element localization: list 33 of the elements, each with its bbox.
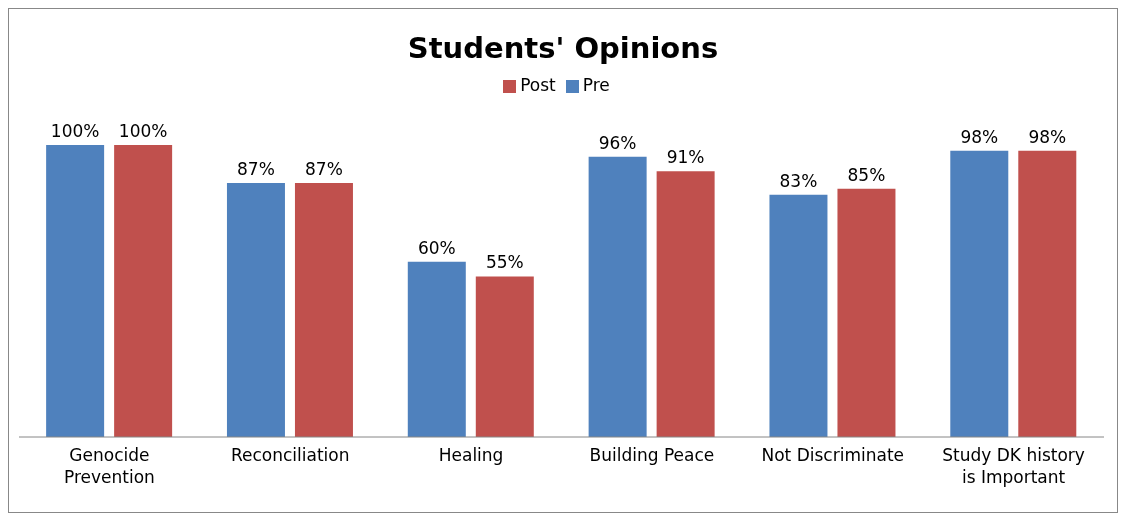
bar xyxy=(46,145,105,437)
x-tick-label: Healing xyxy=(438,445,504,465)
data-label: 100% xyxy=(118,121,168,141)
bar xyxy=(226,182,285,437)
x-tick-label: Study DK history is Important xyxy=(942,445,1085,487)
bar xyxy=(294,182,353,437)
data-label: 87% xyxy=(305,158,343,179)
data-label: 87% xyxy=(237,158,275,179)
bar xyxy=(588,156,647,437)
chart-title: Students' Opinions xyxy=(406,30,720,67)
data-label: 98% xyxy=(1028,126,1067,147)
x-tick-label: Not Discriminate xyxy=(761,445,905,465)
data-label: 55% xyxy=(485,252,524,273)
bar xyxy=(837,188,896,437)
data-label: 96% xyxy=(598,132,637,153)
bar xyxy=(407,261,466,437)
x-tick-label: Reconciliation xyxy=(230,445,350,465)
x-tick-label: Building Peace xyxy=(589,445,715,465)
bar xyxy=(950,150,1009,437)
data-label: 60% xyxy=(417,237,456,258)
data-label: 85% xyxy=(847,164,886,185)
data-label: 100% xyxy=(50,121,100,141)
bar xyxy=(656,171,715,437)
bar xyxy=(769,194,828,437)
data-label: 98% xyxy=(960,126,999,147)
bar xyxy=(475,276,534,437)
bar xyxy=(1018,150,1077,437)
bar xyxy=(114,145,173,437)
legend-label: Post xyxy=(520,75,556,95)
legend-label: Pre xyxy=(582,75,610,95)
x-tick-label: Genocide Prevention xyxy=(63,445,155,487)
data-label: 83% xyxy=(779,170,818,191)
data-label: 91% xyxy=(666,147,705,168)
